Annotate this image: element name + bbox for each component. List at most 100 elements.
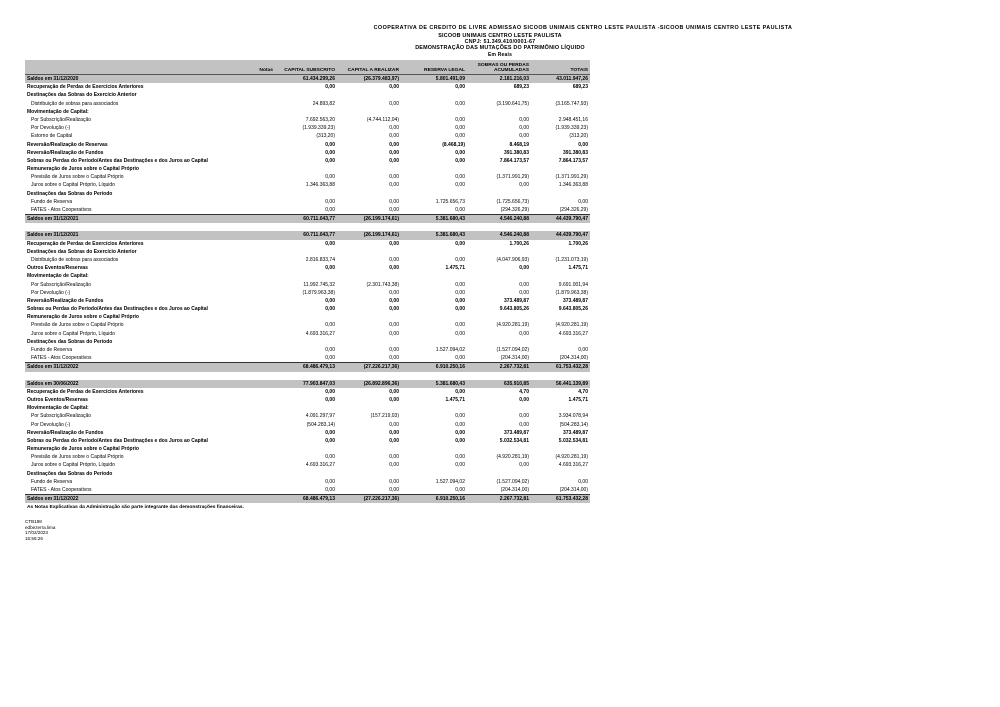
cell-value: 0,00: [325, 306, 335, 313]
cell-value: (1.527.094,02): [496, 478, 529, 485]
cell-value: 61.753.432,28: [556, 496, 588, 503]
table-row: Saldos em 31/12/2022 68.486.479,13 (27.226…: [25, 494, 590, 504]
cell-value: (3.190.641,75): [496, 100, 529, 107]
dmpl-table: Notas CAPITAL SUBSCRITO CAPITAL A REALIZ…: [25, 60, 590, 504]
cell-value: (157.219,03): [370, 413, 399, 420]
cell-value: (4.920.281,19): [496, 322, 529, 329]
cell-value: 0,00: [389, 84, 399, 91]
cell-value: 77.903.847,03: [303, 380, 335, 387]
cell-value: 0,00: [325, 478, 335, 485]
cell-value: 0,00: [325, 388, 335, 395]
table-row: Saldos em 31/12/2021 60.711.043,77 (26.199…: [25, 214, 590, 224]
row-label: Por Devolução (-): [31, 421, 71, 428]
cell-value: 0,00: [389, 297, 399, 304]
cell-value: 6.910.250,16: [435, 364, 465, 371]
cell-value: 5.381.680,43: [435, 380, 465, 387]
row-label: Por Devolução (-): [31, 289, 71, 296]
cell-value: 5.381.680,43: [435, 232, 465, 239]
row-label: Destinações das Sobras do Período: [27, 338, 113, 345]
cell-value: 0,00: [455, 421, 465, 428]
row-label: Reversão/Realização de Fundos: [27, 429, 104, 436]
cell-value: 0,00: [389, 355, 399, 362]
cell-value: 68.486.479,13: [303, 364, 335, 371]
cell-value: 0,00: [455, 207, 465, 213]
table-row: Por Subscrição/Realização 4.091.297,97 (15…: [25, 412, 590, 420]
cell-value: (4.920.281,19): [496, 454, 529, 461]
table-row: Saldos em 30/06/2022 77.903.847,03 (26.892…: [25, 379, 590, 388]
table-row: Recuperação de Perdas de Exercícios Ante…: [25, 388, 590, 396]
cell-value: 0,00: [325, 297, 335, 304]
cell-value: 0,00: [389, 141, 399, 148]
cell-value: 391.380,83: [562, 149, 588, 156]
cell-value: (27.226.217,36): [363, 496, 399, 503]
row-label: Por Devolução (-): [31, 125, 71, 132]
cell-value: 0,00: [455, 437, 465, 444]
report-footer: CTB198 edbezerra.lima 17/02/2023 15:56:2…: [25, 519, 55, 541]
cell-value: 0,00: [519, 462, 529, 469]
cell-value: 0,00: [455, 306, 465, 313]
cell-value: 0,00: [519, 289, 529, 296]
column-header-reserva-legal: RESERVA LEGAL: [424, 67, 465, 73]
table-row: Por Devolução (-) (1.879.963,38) 0,00 0,00 0…: [25, 289, 590, 297]
row-label: Distribuição de sobras para associados: [31, 256, 119, 263]
cell-value: 0,00: [455, 289, 465, 296]
row-label: Reversão/Realização de Fundos: [27, 297, 104, 304]
cell-value: 0,00: [578, 347, 588, 353]
cell-value: 0,00: [325, 240, 335, 247]
row-label: Recuperação de Perdas de Exercícios Ante…: [27, 240, 144, 247]
row-label: Sobras ou Perdas do Período/Antes das De…: [27, 157, 208, 164]
table-row: Reversão/Realização de Reservas 0,00 0,00 (…: [25, 141, 590, 149]
cell-value: (8.468,19): [442, 141, 465, 148]
table-row: Sobras ou Perdas do Período/Antes das De…: [25, 157, 590, 165]
cell-value: 4.091.297,97: [305, 413, 335, 420]
cell-value: 60.711.043,77: [303, 216, 335, 223]
company-header-line: COOPERATIVA DE CREDITO DE LIVRE ADMISSAO…: [373, 25, 793, 31]
cell-value: 4.693.316,27: [558, 462, 588, 469]
cell-value: 0,00: [455, 174, 465, 181]
table-row: Recuperação de Perdas de Exercícios Ante…: [25, 83, 590, 91]
cell-value: 61.753.432,28: [556, 364, 588, 371]
row-label: Fundo de Reserva: [31, 347, 73, 353]
cell-value: 373.489,87: [562, 429, 588, 436]
cell-value: 4,70: [519, 388, 529, 395]
cell-value: 2.816.833,74: [305, 256, 335, 263]
cell-value: 7.864.173,57: [499, 157, 529, 164]
cell-value: 7.692.563,20: [305, 116, 335, 123]
row-label: Juros sobre o Capital Próprio, Líquido: [31, 330, 115, 337]
cell-value: 9.643.805,26: [558, 306, 588, 313]
cell-value: 0,00: [389, 454, 399, 461]
entity-name: SICOOB UNIMAIS CENTRO LESTE PAULISTA: [438, 33, 562, 39]
row-label: Distribuição de sobras para associados: [31, 100, 119, 107]
cell-value: 0,00: [455, 330, 465, 337]
cell-value: (26.379.483,97): [363, 76, 399, 82]
row-label: Previsão de Juros sobre o Capital Própri…: [31, 174, 124, 181]
cell-value: 0,00: [325, 429, 335, 436]
column-header-capital-a-realizar: CAPITAL A REALIZAR: [347, 67, 399, 73]
row-label: Fundo de Reserva: [31, 478, 73, 485]
cell-value: (504.283,14): [306, 421, 335, 428]
cell-value: 1.700,26: [509, 240, 529, 247]
cell-value: 4.693.316,27: [558, 330, 588, 337]
cell-value: 0,00: [389, 133, 399, 140]
row-label: Sobras ou Perdas do Período/Antes das De…: [27, 306, 208, 313]
row-label: Recuperação de Perdas de Exercícios Ante…: [27, 84, 144, 91]
cell-value: 2.267.732,81: [499, 364, 529, 371]
row-label: Destinações das Sobras do Período: [27, 190, 113, 197]
cell-value: 0,00: [519, 413, 529, 420]
cell-value: 373.489,87: [562, 297, 588, 304]
cell-value: 0,00: [389, 478, 399, 485]
table-row: Sobras ou Perdas do Período/Antes das De…: [25, 305, 590, 313]
row-label: Remuneração de Juros sobre o Capital Pró…: [27, 446, 139, 453]
cell-value: 0,00: [325, 84, 335, 91]
table-row: Distribuição de sobras para associados 24…: [25, 100, 590, 108]
cell-value: 0,00: [519, 421, 529, 428]
cell-value: 0,00: [389, 289, 399, 296]
table-row: Remuneração de Juros sobre o Capital Pró…: [25, 313, 590, 321]
cell-value: 2.181.216,03: [499, 76, 529, 82]
table-row: Juros sobre o Capital Próprio, Líquido 4.…: [25, 461, 590, 469]
table-row: Outros Eventos/Reservas 0,00 0,00 1.475,71 0…: [25, 396, 590, 404]
cell-value: 0,00: [519, 281, 529, 288]
table-row: Por Subscrição/Realização 7.692.563,20 (4.…: [25, 116, 590, 124]
table-row: Fundo de Reserva 0,00 0,00 1.527.094,02 (1.5…: [25, 346, 590, 354]
cell-value: 0,00: [455, 413, 465, 420]
